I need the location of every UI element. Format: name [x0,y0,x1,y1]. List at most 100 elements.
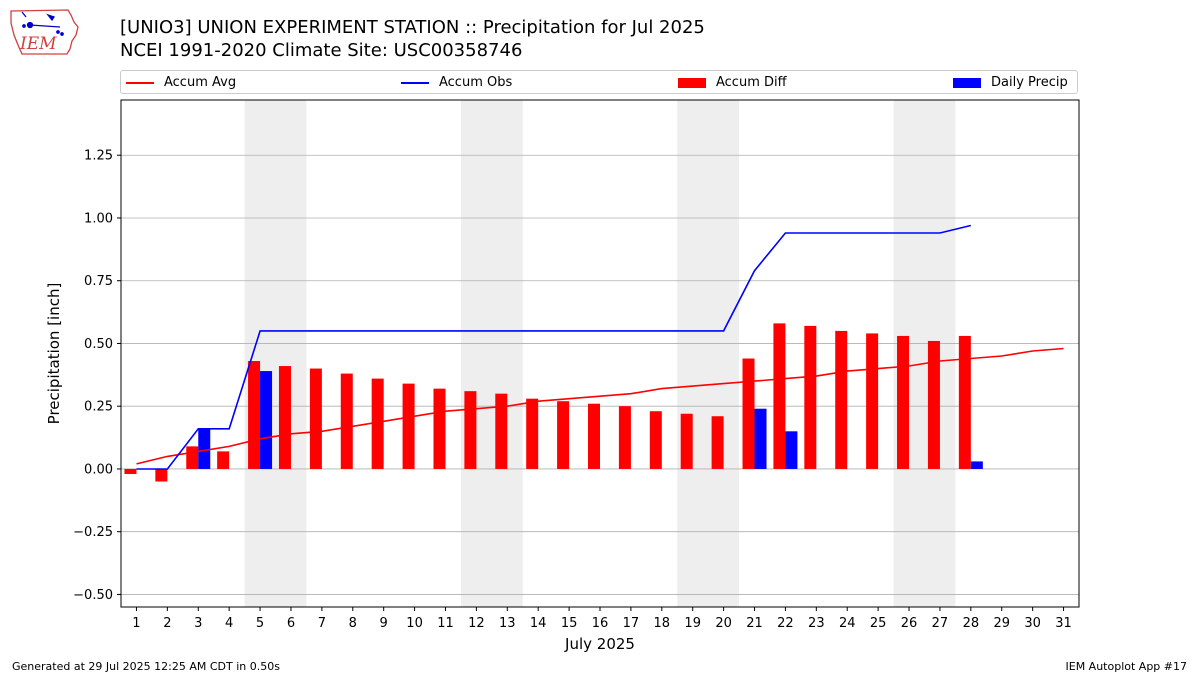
x-tick-label-9: 9 [380,616,388,631]
x-tick-label-13: 13 [499,616,516,631]
chart-title: [UNIO3] UNION EXPERIMENT STATION :: Prec… [120,17,705,38]
accum-diff-bar-day-19 [680,413,693,469]
x-tick-label-11: 11 [437,616,454,631]
iem-logo: IEM [10,9,79,55]
legend-item-daily-precip: Daily Precip [953,74,1068,91]
x-tick-label-18: 18 [654,616,671,631]
x-tick-label-6: 6 [287,616,295,631]
x-tick-label-3: 3 [194,616,202,631]
x-tick-label-30: 30 [1024,616,1041,631]
x-tick-label-28: 28 [963,616,980,631]
accum-diff-bar-day-20 [711,416,724,469]
accum-diff-bar-day-22 [773,323,786,469]
legend-item-accum-diff: Accum Diff [678,74,787,91]
accum-diff-bar-day-21 [742,358,755,469]
legend-label-accum-obs: Accum Obs [439,75,513,90]
weekend-band-3 [677,100,740,607]
y-axis-label: Precipitation [inch] [45,283,63,425]
x-tick-label-2: 2 [163,616,171,631]
daily-precip-bar-day-5 [260,371,273,469]
iem-logo-text: IEM [19,34,57,54]
weekend-band-1 [244,100,307,607]
accum-diff-bar-day-12 [464,391,477,469]
y-tick-label-1: −0.25 [73,525,113,540]
x-tick-label-27: 27 [932,616,949,631]
x-tick-label-17: 17 [623,616,640,631]
accum-diff-bar-day-6 [278,366,291,469]
x-tick-label-29: 29 [993,616,1010,631]
accum-avg-line [136,347,1064,465]
accum-diff-bar-day-28 [958,335,971,469]
legend-item-accum-avg: Accum Avg [126,74,236,91]
x-tick-label-10: 10 [406,616,423,631]
x-tick-label-7: 7 [318,616,326,631]
y-tick-label-3: 0.25 [84,400,113,415]
y-tick-label-4: 0.50 [84,337,113,352]
x-tick-label-19: 19 [684,616,701,631]
x-tick-label-12: 12 [468,616,485,631]
footer-app-text: IEM Autoplot App #17 [1065,660,1188,673]
accum-diff-bar-day-11 [433,388,446,469]
accum-diff-bar-day-7 [309,368,322,469]
x-tick-label-20: 20 [715,616,732,631]
x-tick-label-8: 8 [349,616,357,631]
accum-diff-bar-day-14 [526,398,539,469]
accum-obs-line [136,224,971,470]
accum-diff-bar-day-5 [248,361,261,469]
accum-diff-bar-day-16 [588,403,600,469]
iowa-outline-icon [10,9,79,55]
y-tick-label-6: 1.00 [84,211,113,226]
legend-label-accum-diff: Accum Diff [716,75,787,90]
daily-precip-bar-day-3 [198,428,211,469]
y-tick-label-5: 0.75 [84,274,113,289]
x-tick-label-15: 15 [561,616,578,631]
x-tick-label-26: 26 [901,616,918,631]
x-tick-label-23: 23 [808,616,825,631]
chart-subtitle: NCEI 1991-2020 Climate Site: USC00358746 [120,40,523,61]
weekend-band-2 [460,100,523,607]
legend-swatch-accum-avg [126,81,154,84]
legend-swatch-accum-obs [401,81,429,84]
accum-diff-bar-day-9 [371,378,384,469]
daily-precip-bar-day-22 [785,431,798,469]
accum-diff-bar-day-3 [186,446,199,469]
weather-symbols-icon [21,11,64,36]
accum-diff-bar-day-18 [649,411,662,469]
accum-diff-bar-day-17 [618,406,631,469]
accum-diff-bar-day-4 [217,451,230,469]
legend-label-accum-avg: Accum Avg [164,75,237,90]
y-tick-label-0: −0.50 [73,588,113,603]
accum-diff-bar-day-2 [155,468,168,482]
x-tick-label-14: 14 [530,616,547,631]
legend-swatch-daily-precip [953,77,981,88]
accum-diff-bar-day-8 [340,373,353,469]
accum-diff-bar-day-1 [124,468,137,474]
accum-diff-bar-day-10 [402,383,415,469]
legend-swatch-accum-diff [678,77,706,88]
x-tick-label-16: 16 [592,616,609,631]
x-tick-label-21: 21 [746,616,763,631]
x-tick-label-22: 22 [777,616,794,631]
y-tick-label-2: 0.00 [84,462,113,477]
x-tick-label-25: 25 [870,616,887,631]
legend-label-daily-precip: Daily Precip [991,75,1068,90]
x-tick-label-1: 1 [132,616,140,631]
accum-diff-bar-day-15 [557,401,570,469]
accum-diff-bar-day-25 [866,333,879,469]
accum-diff-bar-day-13 [495,393,508,469]
accum-diff-bar-day-26 [897,335,910,469]
accum-diff-bar-day-24 [835,330,848,469]
x-axis-label: July 2025 [564,635,635,653]
legend-item-accum-obs: Accum Obs [401,74,512,91]
x-tick-label-24: 24 [839,616,856,631]
x-tick-label-31: 31 [1055,616,1072,631]
daily-precip-bar-day-21 [754,408,767,469]
x-tick-label-5: 5 [256,616,264,631]
footer-generated-text: Generated at 29 Jul 2025 12:25 AM CDT in… [12,660,280,673]
daily-precip-bar-day-28 [970,461,983,469]
accum-diff-bar-day-27 [927,340,940,469]
x-tick-label-4: 4 [225,616,233,631]
y-tick-label-7: 1.25 [84,149,113,164]
accum-diff-bar-day-23 [804,325,817,469]
